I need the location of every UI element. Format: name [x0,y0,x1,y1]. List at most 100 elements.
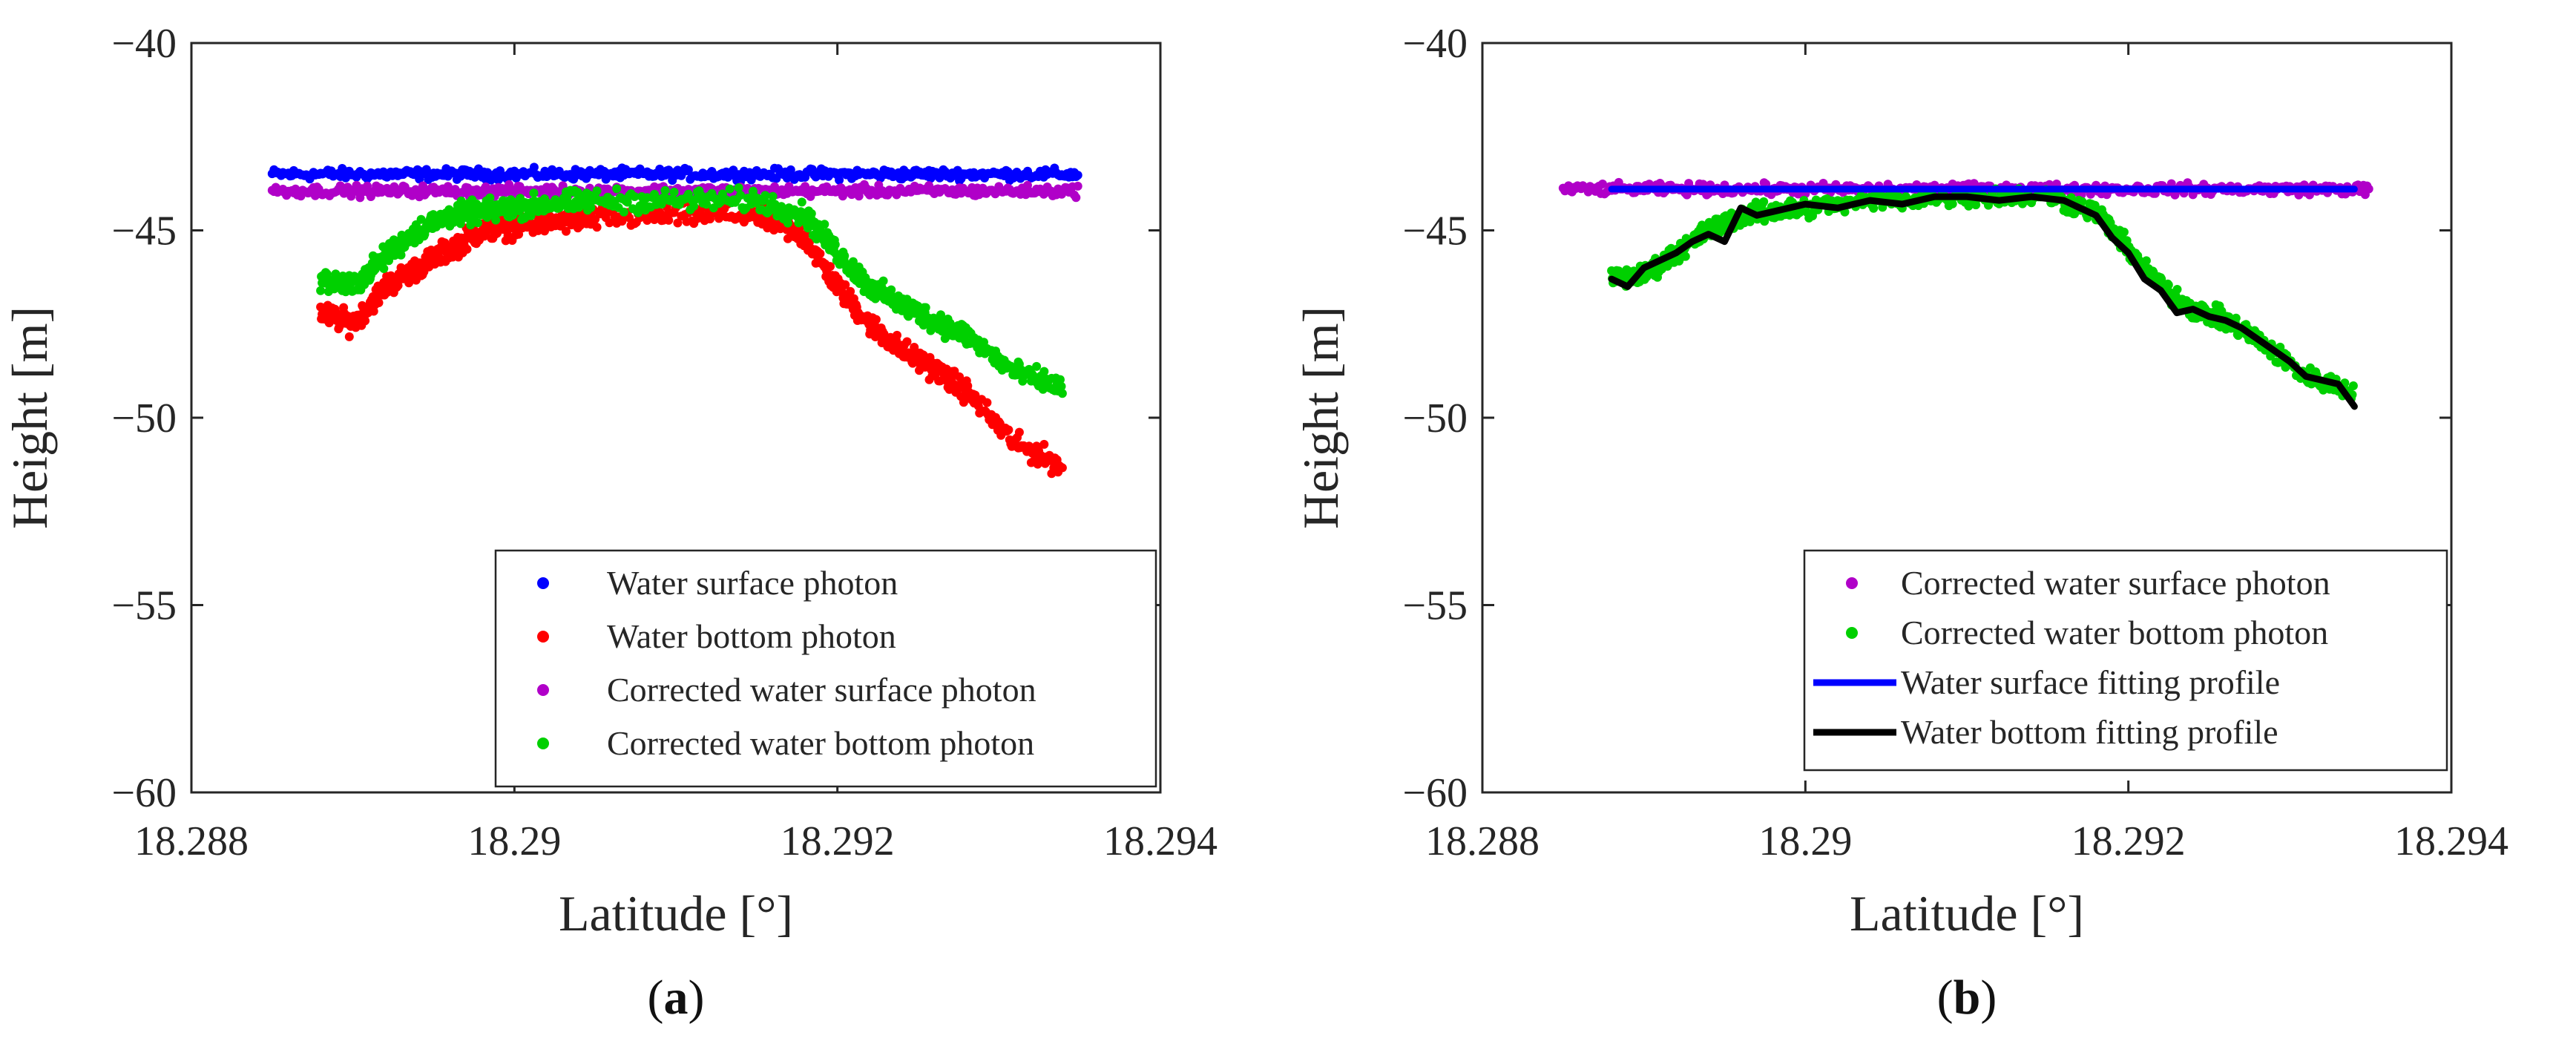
y-tick-label: −55 [111,583,177,629]
data-point [592,186,602,196]
panel-label-paren: ) [689,970,705,1025]
data-point [2141,256,2151,266]
data-point [2163,280,2173,289]
data-point [2077,197,2087,206]
data-point [664,215,674,225]
data-point [840,251,850,260]
data-point [660,185,670,195]
data-point [1004,425,1013,435]
data-point [605,218,614,228]
panel-label-paren: ) [1980,970,1997,1025]
data-point [529,188,539,198]
data-point [902,337,912,346]
data-point [830,240,840,249]
legend-label: Corrected water bottom photon [607,724,1034,762]
data-point [316,286,326,295]
legend-label: Corrected water surface photon [1901,564,2330,602]
data-point [1680,252,1690,261]
legend-marker [537,738,549,749]
data-point [1032,361,1042,371]
data-point [669,188,679,197]
data-point [797,197,806,207]
data-point [835,175,844,185]
data-point [783,218,792,228]
data-point [760,191,770,200]
data-point [2304,190,2314,200]
data-point [673,218,683,228]
series-water-surface-photon [267,162,1082,186]
legend-marker [537,631,549,643]
data-point [921,303,930,312]
data-point [1948,199,1957,208]
series-line [1608,193,2358,410]
data-point [586,203,596,212]
x-tick-label: 18.292 [2071,818,2186,864]
legend-marker [1846,627,1858,639]
panel-a: 18.288 18.29 18.292 18.294 −60 −55 −50 −45 −40 La… [1,21,1218,1025]
y-tick-label: −50 [111,395,177,441]
data-point [878,276,888,286]
data-point [529,162,539,172]
data-point [421,165,431,174]
data-point [415,174,424,184]
y-tick-label: −60 [111,770,177,816]
legend-label: Corrected water surface photon [607,671,1036,709]
data-point [404,278,414,288]
data-point [393,280,403,290]
data-point [1869,203,1879,213]
data-point [1073,171,1082,180]
data-point [806,208,816,218]
data-point [1057,389,1067,398]
data-point [2364,184,2373,194]
data-point [369,306,378,316]
legend-marker [537,577,549,589]
data-point [473,218,482,228]
series-water-bottom-photon [316,197,1067,479]
x-tick-label: 18.292 [781,818,895,864]
y-tick-label: −45 [1402,208,1468,254]
data-point [1056,375,1065,384]
data-point [363,181,372,191]
data-point [689,201,699,211]
x-tick-label: 18.29 [467,818,561,864]
data-point [612,184,622,194]
data-point [1598,180,1607,188]
panel-label: (b) [1937,970,1997,1025]
data-point [770,182,779,191]
data-point [344,332,354,341]
data-point [982,398,992,407]
data-point [374,298,384,307]
data-point [801,182,810,191]
y-tick-label: −60 [1402,770,1468,816]
legend-label: Water surface fitting profile [1901,663,2280,701]
data-point [1071,193,1081,203]
data-point [736,191,746,200]
data-point [786,165,795,174]
data-point [634,208,643,217]
x-axis-label: Latitude [°] [1850,885,2084,942]
data-point [815,249,825,258]
data-point [871,315,881,324]
y-axis-label: Height [m] [1292,306,1349,529]
data-point [846,286,855,296]
data-point [2157,275,2166,283]
y-tick-label: −40 [1402,21,1468,67]
data-point [562,226,571,236]
panel-label-letter: b [1954,970,1981,1025]
data-point [820,220,829,229]
series-corrected-water-bottom-photon [316,183,1067,398]
legend-label: Water bottom fitting profile [1901,713,2278,751]
data-point [379,264,389,273]
data-point [491,215,501,225]
data-point [1039,367,1049,376]
data-point [734,183,743,192]
y-tick-label: −55 [1402,583,1468,629]
data-point [2119,227,2129,237]
legend: Water surface photon Water bottom photon C… [494,549,1157,788]
panel-b: 18.288 18.29 18.292 18.294 −60 −55 −50 −45 −40 La… [1292,21,2508,1025]
data-point [485,193,495,203]
data-point [683,165,693,174]
data-point [826,262,835,272]
data-point [1057,463,1067,473]
data-point [2231,313,2241,323]
